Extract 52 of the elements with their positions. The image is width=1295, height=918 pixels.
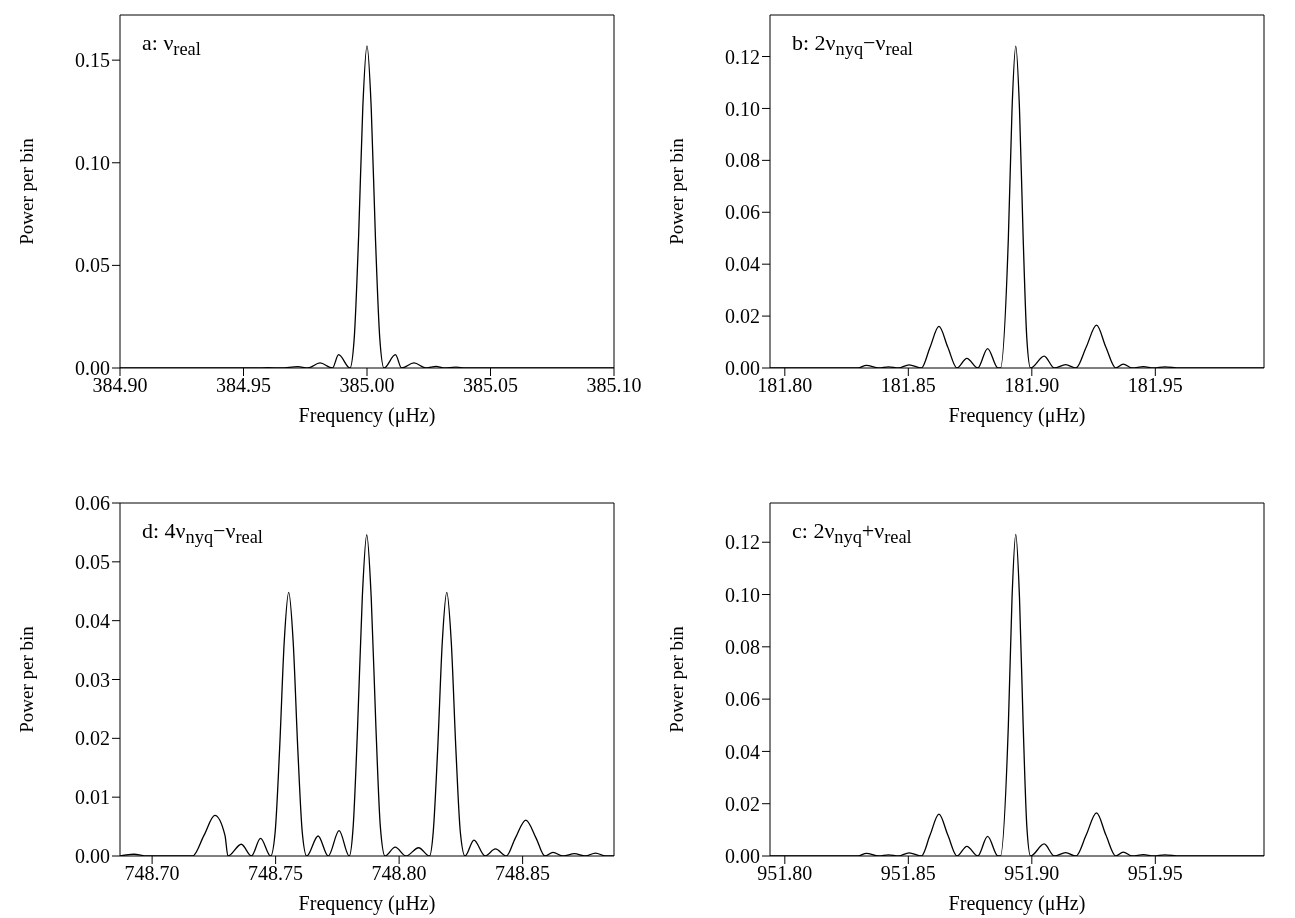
- y-tick-label: 0.04: [725, 253, 760, 276]
- y-axis-title: Power per bin: [665, 137, 687, 245]
- x-tick-label: 748.80: [371, 862, 427, 885]
- y-tick-label: 0.10: [75, 151, 110, 174]
- y-tick-label: 0.05: [75, 254, 110, 277]
- y-tick-label: 0.03: [75, 668, 110, 691]
- x-tick-label: 181.90: [1004, 374, 1060, 397]
- x-tick-label: 181.95: [1127, 374, 1183, 397]
- annotation: c: 2ν$_{nyq}$+ν$_{real}$: [792, 518, 912, 549]
- x-axis-title: Frequency (μHz): [948, 404, 1086, 427]
- x-tick-label: 385.10: [586, 374, 642, 397]
- y-tick-label: 0.06: [75, 492, 110, 515]
- y-tick-label: 0.06: [725, 688, 760, 711]
- x-tick-label: 951.85: [880, 862, 936, 885]
- y-tick-label: 0.10: [725, 583, 760, 606]
- x-axis-title: Frequency (μHz): [298, 404, 436, 427]
- x-tick-label: 181.85: [880, 374, 936, 397]
- y-tick-label: 0.02: [725, 305, 760, 328]
- x-axis-title: Frequency (μHz): [298, 892, 436, 915]
- y-tick-label: 0.08: [725, 635, 760, 658]
- y-tick-label: 0.01: [75, 786, 110, 809]
- x-tick-label: 951.95: [1127, 862, 1183, 885]
- y-tick-label: 0.04: [725, 740, 760, 763]
- y-tick-label: 0.06: [725, 201, 760, 224]
- annotation: a: ν$_{real}$: [142, 30, 201, 61]
- y-tick-label: 0.15: [75, 49, 110, 72]
- annotation: d: 4ν$_{nyq}$−ν$_{real}$: [142, 518, 263, 549]
- x-tick-label: 384.90: [92, 374, 148, 397]
- x-tick-label: 748.75: [248, 862, 304, 885]
- y-tick-label: 0.00: [75, 845, 110, 868]
- x-tick-label: 385.05: [463, 374, 518, 397]
- y-tick-label: 0.02: [725, 792, 760, 815]
- y-tick-label: 0.08: [725, 149, 760, 172]
- y-tick-label: 0.02: [75, 727, 110, 750]
- y-axis-title: Power per bin: [665, 625, 687, 733]
- x-tick-label: 181.80: [757, 374, 813, 397]
- y-tick-label: 0.04: [75, 609, 110, 632]
- y-axis-title: Power per bin: [15, 625, 37, 733]
- x-tick-label: 951.90: [1004, 862, 1060, 885]
- y-axis-title: Power per bin: [15, 137, 37, 245]
- x-tick-label: 748.70: [124, 862, 180, 885]
- y-tick-label: 0.10: [725, 97, 760, 120]
- annotation: b: 2ν$_{nyq}$−ν$_{real}$: [792, 30, 913, 61]
- x-axis-title: Frequency (μHz): [948, 892, 1086, 915]
- x-tick-label: 748.85: [495, 862, 551, 885]
- y-tick-label: 0.05: [75, 550, 110, 573]
- y-tick-label: 0.00: [725, 357, 760, 380]
- y-tick-label: 0.12: [725, 531, 760, 554]
- x-tick-label: 385.00: [339, 374, 395, 397]
- x-tick-label: 951.80: [757, 862, 813, 885]
- y-tick-label: 0.12: [725, 45, 760, 68]
- x-tick-label: 384.95: [216, 374, 271, 397]
